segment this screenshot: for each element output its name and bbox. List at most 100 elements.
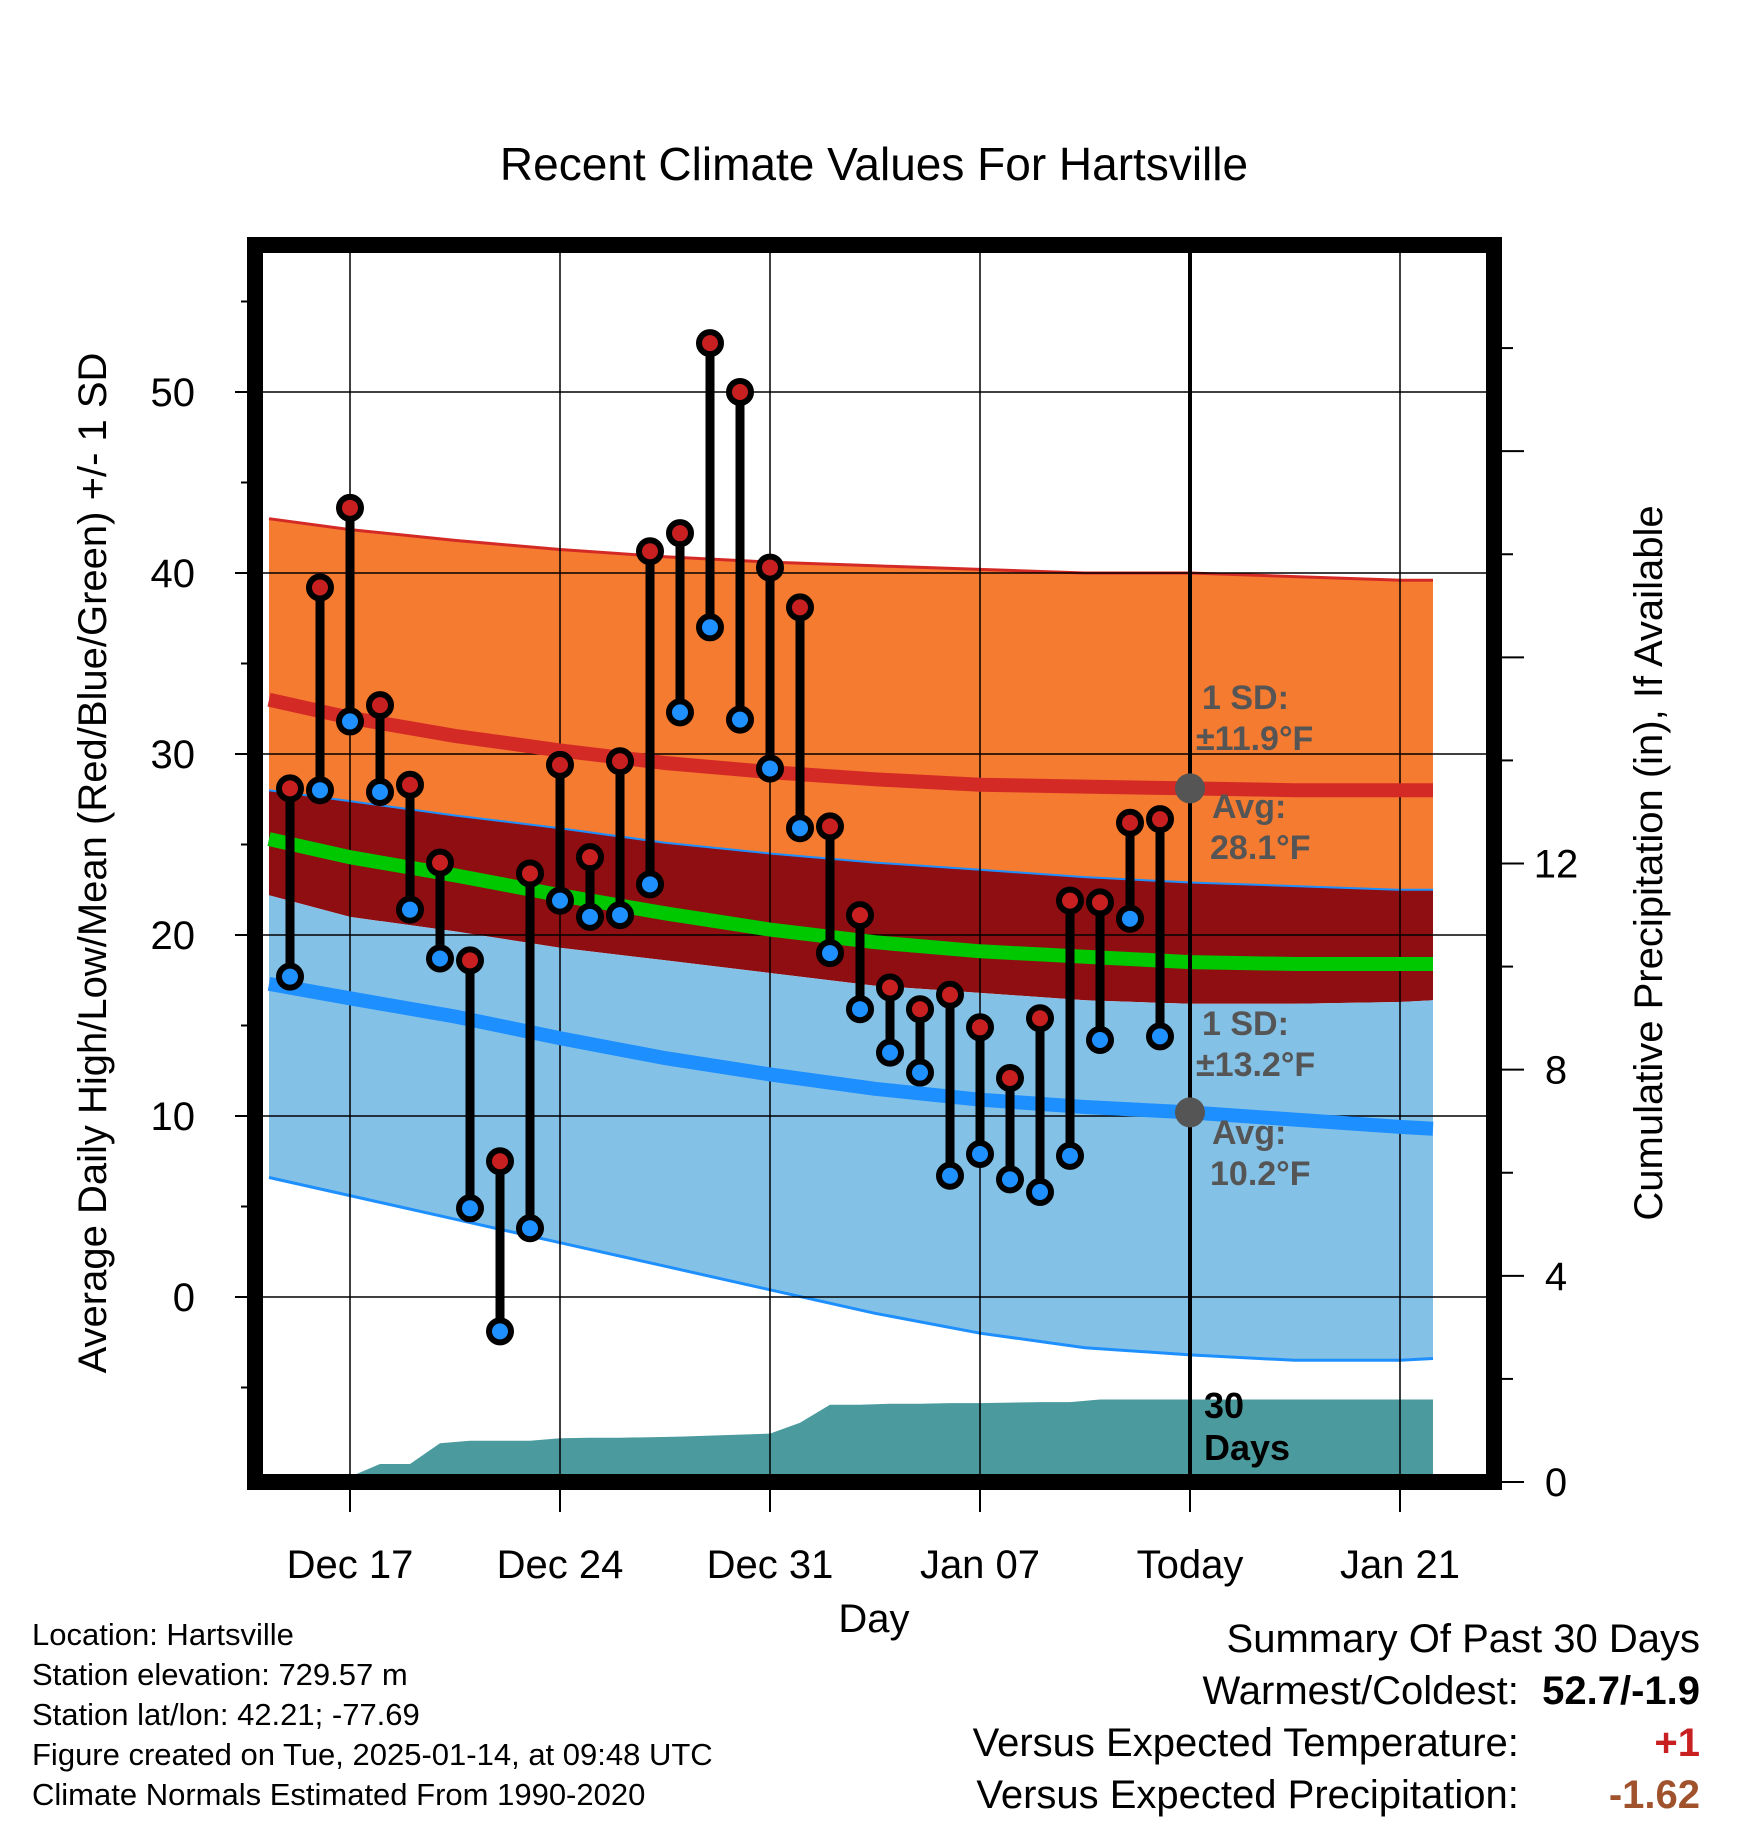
x-axis-label: Day (838, 1597, 909, 1641)
high-point (516, 859, 544, 888)
summary-title: Summary Of Past 30 Days (1226, 1617, 1700, 1661)
location-text: Location: Hartsville (32, 1617, 294, 1652)
y-tick-label: 0 (173, 1276, 195, 1320)
low-point (696, 613, 724, 642)
y2-tick-label: 12 (1534, 843, 1579, 887)
low-avg-value: 10.2°F (1210, 1155, 1311, 1193)
normal-high-line (267, 692, 1433, 798)
high-point (996, 1063, 1024, 1092)
high-point (1026, 1004, 1054, 1033)
high-point (426, 848, 454, 877)
x-tick-label: Jan 21 (1340, 1543, 1460, 1587)
high-point (546, 750, 574, 779)
summary-precip-row: Versus Expected Precipitation: -1.62 (973, 1769, 1700, 1821)
high-point (306, 573, 334, 602)
high-point (636, 537, 664, 566)
chart-title: Recent Climate Values For Hartsville (500, 138, 1248, 190)
elevation-text: Station elevation: 729.57 m (32, 1657, 408, 1692)
high-point (1056, 886, 1084, 915)
high-sd-value: ±11.9°F (1196, 720, 1313, 758)
high-point (876, 973, 904, 1002)
high-point (396, 770, 424, 799)
high-point (846, 901, 874, 930)
high-point (726, 378, 754, 406)
temp-value: +1 (1654, 1721, 1700, 1765)
high-point (1116, 808, 1144, 837)
y-tick-label: 50 (151, 371, 196, 415)
mean-sd-upper-edge (268, 789, 1433, 891)
y-axis-left: 0 10 20 30 40 50 (151, 300, 247, 1389)
high-point (576, 843, 604, 872)
high-point (756, 553, 784, 582)
high-avg-label: Avg: (1212, 788, 1286, 826)
daily-stems (285, 343, 1165, 1332)
low-point (426, 944, 454, 973)
low-point (1116, 904, 1144, 933)
low-point (1056, 1141, 1084, 1170)
normal-mean-line (267, 832, 1433, 971)
low-point (486, 1317, 514, 1346)
normal-lines (267, 692, 1434, 1136)
y-axis-label: Average Daily High/Low/Mean (Red/Blue/Gr… (71, 353, 115, 1374)
today-markers (1175, 773, 1205, 1128)
high-point (486, 1147, 514, 1176)
temp-label: Versus Expected Temperature: (972, 1721, 1519, 1765)
low-point (396, 895, 424, 924)
station-info: Location: Hartsville Station elevation: … (32, 1615, 713, 1815)
high-point (336, 493, 364, 522)
high-point (936, 980, 964, 1009)
warm-cold-value: 52.7/-1.9 (1542, 1669, 1700, 1713)
high-sd-edge (268, 517, 1433, 582)
high-point (276, 774, 304, 803)
y-tick-label: 20 (151, 914, 196, 958)
low-point (1146, 1022, 1174, 1051)
y-axis-right: 0 4 8 12 (1502, 347, 1579, 1505)
low-point (576, 902, 604, 931)
low-point (306, 776, 334, 805)
y2-tick-label: 4 (1545, 1255, 1567, 1299)
low-point (816, 939, 844, 968)
low-point (756, 754, 784, 783)
today-low-avg-marker (1175, 1097, 1205, 1128)
low-point (336, 707, 364, 736)
low-point (726, 705, 754, 734)
plot-frame (247, 237, 1502, 1490)
high-point (786, 593, 814, 622)
high-point (816, 812, 844, 841)
low-point (906, 1058, 934, 1087)
daily-points (276, 329, 1174, 1346)
low-sd-value: ±13.2°F (1196, 1046, 1315, 1084)
y-tick-label: 10 (151, 1095, 196, 1139)
high-point (696, 329, 724, 358)
plot-area (255, 245, 1494, 1482)
high-point (906, 995, 934, 1024)
x-tick-label: Dec 17 (287, 1543, 414, 1587)
annotations: 1 SD: ±11.9°F Avg: 28.1°F 1 SD: ±13.2°F … (1196, 679, 1315, 1468)
low-point (366, 778, 394, 807)
low-sd-edge (268, 1176, 1434, 1362)
x-tick-label: Today (1137, 1543, 1244, 1587)
high-point (1086, 888, 1114, 917)
low-point (1026, 1178, 1054, 1207)
high-point (966, 1013, 994, 1042)
low-point (666, 698, 694, 727)
days-word-label: Days (1204, 1427, 1290, 1468)
low-avg-label: Avg: (1212, 1114, 1286, 1152)
normal-low-line (267, 977, 1434, 1136)
today-high-avg-marker (1175, 773, 1205, 804)
high-point (1146, 805, 1174, 834)
low-point (546, 886, 574, 915)
y-tick-label: 40 (151, 552, 196, 596)
low-sd-label: 1 SD: (1202, 1005, 1289, 1043)
high-sd-label: 1 SD: (1202, 679, 1289, 717)
latlon-text: Station lat/lon: 42.21; -77.69 (32, 1697, 420, 1732)
high-point (606, 747, 634, 776)
low-point (456, 1194, 484, 1223)
low-point (786, 814, 814, 843)
high-point (366, 691, 394, 720)
grid-lines (255, 245, 1494, 1482)
low-point (276, 962, 304, 991)
summary-panel: Summary Of Past 30 Days Warmest/Coldest:… (973, 1613, 1700, 1821)
precip-label: Versus Expected Precipitation: (976, 1773, 1519, 1817)
